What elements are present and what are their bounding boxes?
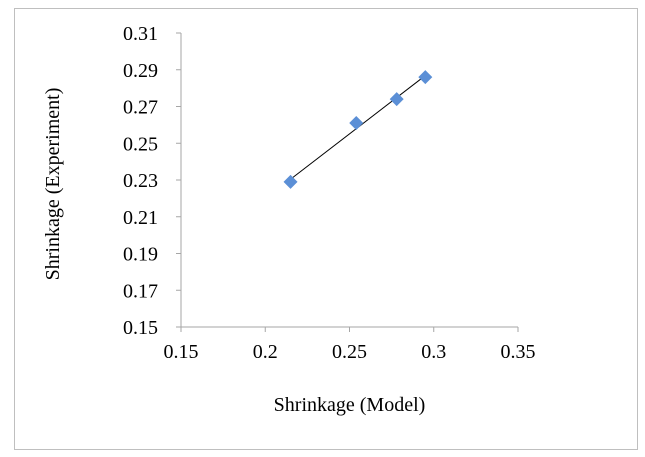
y-tick-label: 0.23	[123, 170, 158, 192]
y-tick-label: 0.17	[123, 280, 158, 302]
x-tick-label: 0.35	[501, 341, 536, 363]
y-ticks: 0.15 0.17 0.19 0.21 0.23 0.25 0.27 0.29 0.31	[123, 23, 181, 339]
data-points	[283, 70, 433, 189]
y-tick-label: 0.21	[123, 207, 158, 229]
axes	[180, 33, 518, 328]
data-point	[418, 70, 433, 85]
y-tick-label: 0.31	[123, 23, 158, 45]
y-tick-label: 0.29	[123, 60, 158, 82]
y-axis-title: Shrinkage (Experiment)	[42, 88, 64, 281]
y-tick-label: 0.27	[123, 97, 158, 119]
x-tick-label: 0.3	[421, 341, 446, 363]
x-tick-label: 0.2	[253, 341, 278, 363]
y-tick-label: 0.25	[123, 133, 158, 155]
x-tick-label: 0.25	[332, 341, 367, 363]
data-point	[283, 174, 298, 189]
x-axis-title: Shrinkage (Model)	[274, 394, 426, 416]
x-tick-label: 0.15	[164, 341, 199, 363]
chart-frame	[14, 8, 638, 450]
y-tick-label: 0.15	[123, 317, 158, 339]
data-point	[389, 92, 404, 107]
data-point	[349, 116, 364, 131]
x-ticks: 0.15 0.2 0.25 0.3 0.35	[164, 327, 536, 363]
y-tick-label: 0.19	[123, 244, 158, 266]
